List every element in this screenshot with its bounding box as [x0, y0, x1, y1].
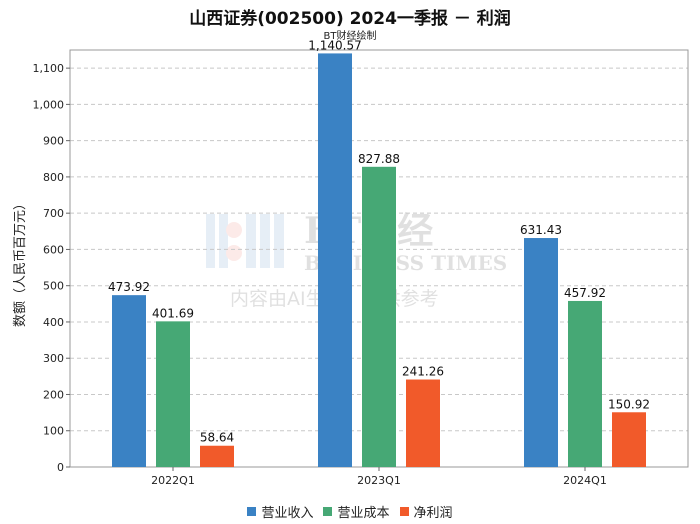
bar [612, 412, 646, 467]
legend-swatch [323, 507, 333, 516]
data-label: 1,140.57 [308, 38, 361, 52]
legend: 营业收入 营业成本 净利润 [0, 502, 700, 521]
y-tick-label: 1,000 [33, 98, 65, 111]
data-label: 631.43 [520, 223, 562, 237]
y-tick-label: 200 [43, 388, 64, 401]
data-label: 457.92 [564, 286, 606, 300]
y-tick-label: 0 [57, 461, 64, 474]
data-label: 401.69 [152, 306, 194, 320]
data-label: 150.92 [608, 397, 650, 411]
legend-swatch [399, 507, 409, 516]
chart-title: 山西证券(002500) 2024一季报 － 利润 [189, 9, 511, 29]
x-tick-label: 2023Q1 [357, 474, 401, 487]
y-tick-label: 700 [43, 207, 64, 220]
data-label: 473.92 [108, 280, 150, 294]
bar [318, 53, 352, 467]
legend-label: 营业收入 [261, 506, 314, 521]
data-label: 241.26 [402, 365, 444, 379]
bar [112, 295, 146, 467]
y-tick-label: 100 [43, 425, 64, 438]
watermark: BT财经 BUSINESS TIMES 内容由AI生成，仅供参考 [206, 210, 507, 310]
bar [406, 379, 440, 467]
chart-subtitle: BT财经绘制 [323, 31, 377, 42]
bar [362, 166, 396, 467]
x-tick-label: 2024Q1 [563, 474, 607, 487]
y-tick-label: 500 [43, 280, 64, 293]
x-tick-label: 2022Q1 [151, 474, 195, 487]
y-tick-label: 800 [43, 171, 64, 184]
legend-item: 净利润 [399, 502, 453, 521]
data-label: 58.64 [200, 431, 234, 445]
bar [156, 321, 190, 467]
data-label: 827.88 [358, 152, 400, 166]
legend-label: 营业成本 [337, 506, 390, 521]
y-tick-label: 1,100 [33, 62, 65, 75]
y-tick-label: 600 [43, 243, 64, 256]
bar [524, 238, 558, 467]
legend-item: 营业收入 [247, 502, 313, 521]
y-tick-label: 300 [43, 352, 64, 365]
legend-item: 营业成本 [323, 502, 390, 521]
bar [568, 300, 602, 467]
y-axis-label: 数额（人民币百万元） [13, 197, 28, 327]
bar [200, 445, 234, 467]
legend-swatch [247, 507, 257, 516]
y-tick-label: 400 [43, 316, 64, 329]
y-tick-label: 900 [43, 135, 64, 148]
legend-label: 净利润 [413, 506, 453, 521]
